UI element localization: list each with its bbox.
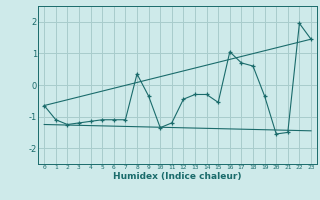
X-axis label: Humidex (Indice chaleur): Humidex (Indice chaleur) [113, 172, 242, 181]
